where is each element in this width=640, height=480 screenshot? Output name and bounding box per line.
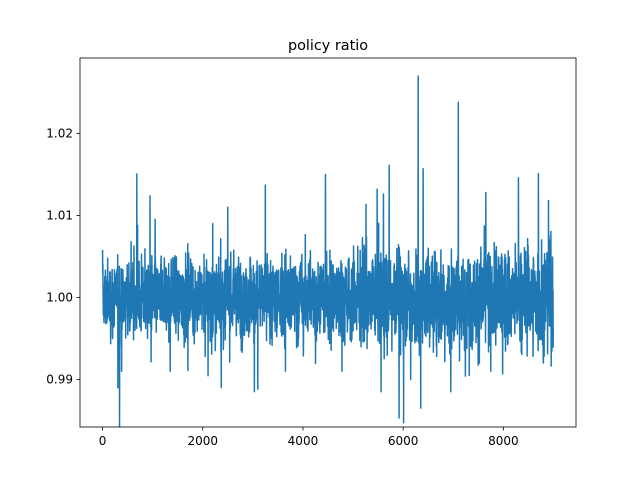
x-tick-label: 4000: [288, 434, 319, 448]
axes-frame: [79, 57, 577, 428]
axes: 0 2000 4000 6000 8000 0.99 1.00 1.01 1.02: [46, 57, 577, 448]
x-tick-label: 2000: [187, 434, 218, 448]
y-tick-label: 1.02: [46, 126, 73, 140]
y-tick-label: 1.01: [46, 208, 73, 222]
y-tick-label: 1.00: [46, 290, 73, 304]
x-tick-label: 6000: [388, 434, 419, 448]
chart-title: policy ratio: [288, 38, 368, 54]
x-tick-label: 0: [99, 434, 107, 448]
x-tick-label: 8000: [488, 434, 519, 448]
y-tick-label: 0.99: [46, 372, 73, 386]
plot-area: [101, 75, 555, 427]
series-line-policy-ratio: [101, 75, 555, 427]
